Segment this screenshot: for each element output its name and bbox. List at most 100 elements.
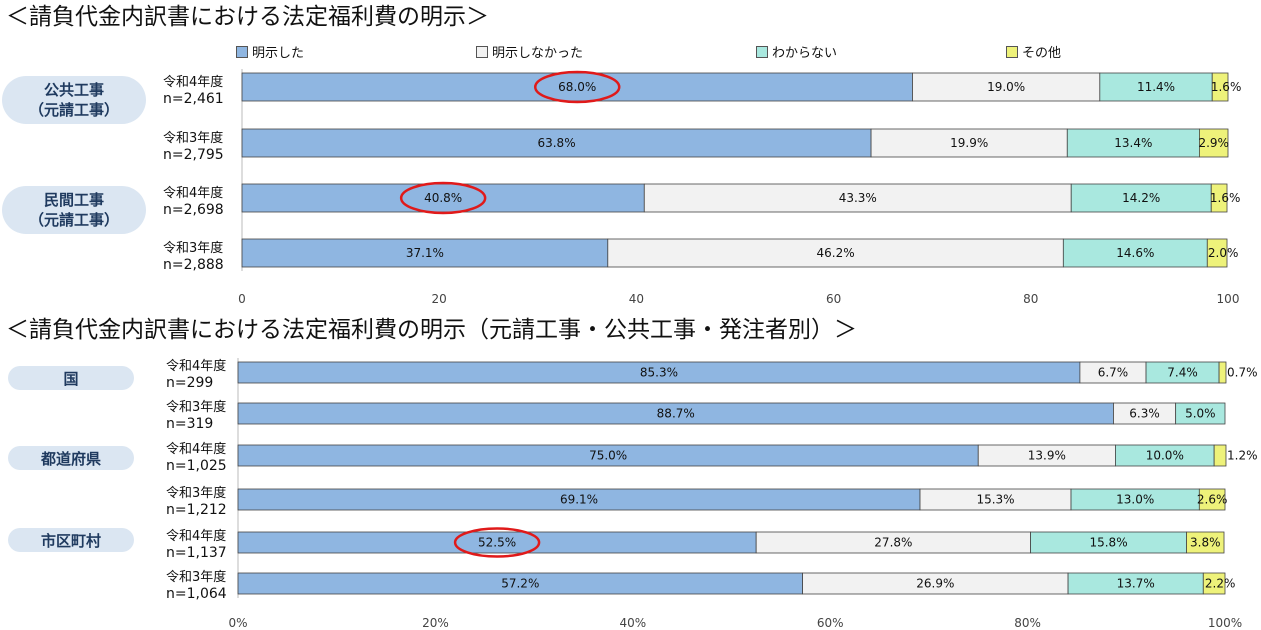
x-tick-label: 40 [629, 292, 644, 306]
x-tick-label: 0% [228, 616, 247, 630]
data-label: 11.4% [1137, 80, 1175, 94]
data-label: 13.0% [1116, 493, 1154, 507]
x-tick-label: 60 [826, 292, 841, 306]
highlight-circle [453, 527, 541, 558]
data-label: 6.3% [1129, 407, 1160, 421]
data-label: 14.6% [1116, 246, 1154, 260]
data-label: 1.2% [1227, 449, 1258, 463]
row-label-n: n=299 [166, 375, 214, 391]
row-label-year: 令和3年度 [166, 486, 227, 501]
row-label-year: 令和4年度 [166, 359, 227, 374]
data-label: 2.0% [1208, 246, 1239, 260]
row-label-year: 令和4年度 [163, 186, 224, 201]
bar-segment-not-disclosed [607, 238, 1064, 268]
bar-segment-unknown [1062, 238, 1208, 268]
group-label-line1: 民間工事 [43, 191, 104, 209]
data-label: 2.6% [1197, 493, 1228, 507]
bar-segment-disclosed [241, 128, 872, 158]
data-label: 88.7% [657, 407, 695, 421]
bar-segment-disclosed [241, 238, 609, 268]
legend-label: 明示しなかった [492, 46, 584, 61]
row-label: 令和4年度 n=2,698 [163, 186, 224, 218]
data-label: 10.0% [1146, 449, 1184, 463]
group-label-line2: （元請工事） [28, 101, 119, 119]
row-label-n: n=2,461 [163, 91, 224, 107]
bar-segment-disclosed [241, 72, 913, 102]
row-label: 令和4年度 n=1,137 [166, 529, 227, 561]
data-label: 1.6% [1210, 191, 1241, 205]
row-label-year: 令和4年度 [163, 75, 224, 90]
data-label: 1.6% [1211, 80, 1242, 94]
data-label: 69.1% [560, 493, 598, 507]
data-label: 37.1% [406, 246, 444, 260]
row-label: 令和3年度 n=2,888 [163, 241, 224, 273]
legend-label: 明示した [252, 46, 305, 61]
chart-title-top: ＜請負代金内訳書における法定福利費の明示＞ [6, 4, 489, 30]
x-tick-label: 40% [619, 616, 646, 630]
chart-title-bottom: ＜請負代金内訳書における法定福利費の明示（元請工事・公共工事・発注者別）＞ [6, 317, 857, 343]
bar-segment-other [1199, 128, 1229, 158]
data-label: 57.2% [501, 577, 539, 591]
data-label: 75.0% [589, 449, 627, 463]
legend-swatch [476, 45, 488, 58]
group-label-national: 国 [8, 366, 134, 390]
data-label: 68.0% [558, 80, 596, 94]
data-label: 26.9% [916, 577, 954, 591]
x-tick-label: 0 [238, 292, 246, 306]
data-label: 15.8% [1089, 536, 1127, 550]
row-label: 令和3年度 n=1,064 [166, 570, 227, 602]
row-label-n: n=1,064 [166, 586, 227, 602]
group-label-line1: 公共工事 [43, 81, 104, 99]
row-label-n: n=319 [166, 416, 214, 432]
row-label: 令和3年度 n=2,795 [163, 131, 224, 163]
group-label-public-works: 公共工事 （元請工事） [2, 76, 146, 124]
data-label: 13.4% [1114, 136, 1152, 150]
highlight-circle [399, 181, 487, 215]
bar-segment-other [1218, 361, 1227, 384]
row-label-n: n=2,698 [163, 202, 224, 218]
row-label-n: n=1,025 [166, 458, 227, 474]
data-label: 0.7% [1227, 366, 1258, 380]
data-label: 63.8% [537, 136, 575, 150]
bar-segment-unknown [1175, 402, 1226, 425]
bar-segment-other [1213, 444, 1227, 467]
data-label: 2.9% [1198, 136, 1229, 150]
data-label: 40.8% [424, 191, 462, 205]
row-label-n: n=1,137 [166, 545, 227, 561]
data-label: 19.0% [987, 80, 1025, 94]
bar-segment-other [1198, 488, 1226, 511]
bar-segment-unknown [1066, 128, 1200, 158]
data-label: 15.3% [976, 493, 1014, 507]
row-label-n: n=1,212 [166, 502, 227, 518]
bar-segment-other [1206, 238, 1228, 268]
x-tick-label: 60% [817, 616, 844, 630]
legend-item-unknown: わからない [756, 42, 837, 61]
row-label: 令和4年度 n=1,025 [166, 442, 227, 474]
highlight-circle [533, 70, 621, 104]
legend-swatch [756, 45, 768, 58]
group-label-private-works: 民間工事 （元請工事） [2, 186, 146, 234]
bar-segment-other [1210, 183, 1228, 213]
data-label: 2.2% [1205, 577, 1236, 591]
data-label: 14.2% [1122, 191, 1160, 205]
row-label: 令和3年度 n=319 [166, 400, 226, 432]
data-label: 27.8% [874, 536, 912, 550]
row-label-year: 令和4年度 [166, 529, 227, 544]
data-label: 6.7% [1098, 366, 1129, 380]
legend-swatch [236, 45, 248, 58]
row-label-year: 令和3年度 [166, 570, 227, 585]
data-label: 19.9% [950, 136, 988, 150]
legend-item-disclosed: 明示した [236, 42, 304, 61]
data-label: 13.7% [1117, 577, 1155, 591]
x-tick-label: 100% [1208, 616, 1242, 630]
x-tick-label: 20% [422, 616, 449, 630]
row-label: 令和4年度 n=299 [166, 359, 226, 391]
x-tick-label: 80% [1014, 616, 1041, 630]
legend-item-other: その他 [1006, 42, 1061, 61]
bar-segment-other [1186, 531, 1225, 554]
row-label: 令和4年度 n=2,461 [163, 75, 224, 107]
group-label-line2: （元請工事） [28, 211, 119, 229]
row-label: 令和3年度 n=1,212 [166, 486, 227, 518]
x-tick-label: 100 [1217, 292, 1240, 306]
